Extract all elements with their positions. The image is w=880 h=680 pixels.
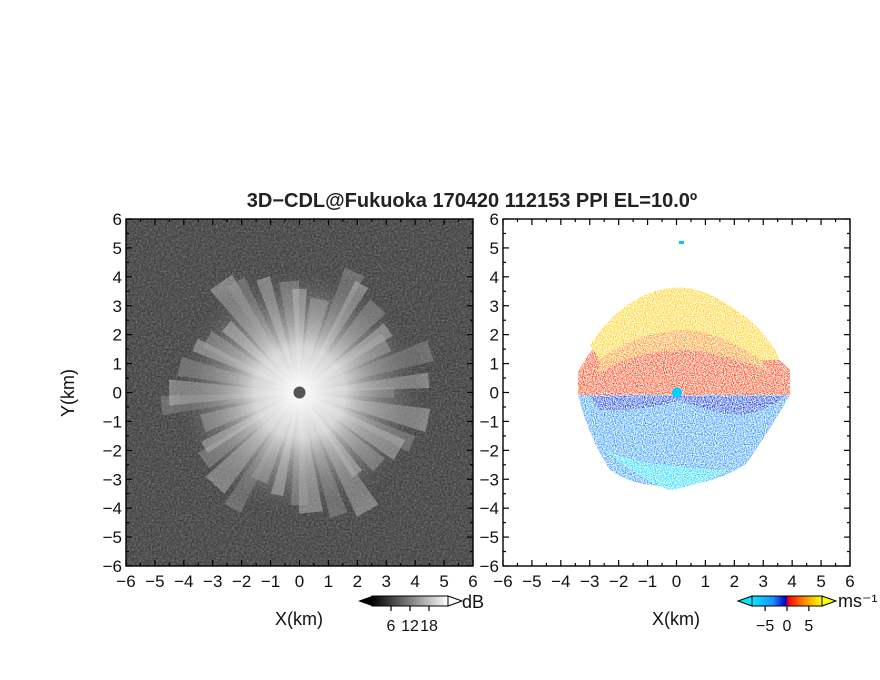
- right-ytick-label: −1: [480, 412, 499, 431]
- right-positive-mid: [598, 330, 770, 374]
- right-xlabel: X(km): [652, 609, 700, 629]
- left-colorbar-ticks: 6 12 18: [387, 606, 438, 635]
- right-ytick-label: 6: [490, 210, 499, 229]
- left-colorbar-bar: [371, 595, 449, 607]
- left-ytick-label: −2: [103, 441, 122, 460]
- left-colorbar-tick-label: 12: [401, 618, 419, 635]
- right-negative-inner: [590, 396, 785, 415]
- left-xtick-label: −1: [261, 572, 280, 591]
- right-xtick-label: −5: [522, 572, 541, 591]
- left-ytick-label: −1: [103, 412, 122, 431]
- right-ytick-label: −6: [480, 557, 499, 576]
- left-ytick-label: −4: [103, 499, 122, 518]
- left-xtick-label: 6: [468, 572, 477, 591]
- left-xlabel: X(km): [275, 609, 323, 629]
- right-ytick-label: −2: [480, 441, 499, 460]
- right-xtick-label: 2: [730, 572, 739, 591]
- right-xtick-label: 3: [759, 572, 768, 591]
- right-xtick-label: −1: [638, 572, 657, 591]
- right-negative-outer: [605, 450, 730, 490]
- figure-title: 3D−CDL@Fukuoka 170420 112153 PPI EL=10.0…: [247, 190, 697, 212]
- left-ytick-label: 1: [113, 355, 122, 374]
- right-ytick-label: 3: [490, 297, 499, 316]
- right-xtick-label: −6: [493, 572, 512, 591]
- right-colorbar-bar: [751, 595, 823, 607]
- right-ytick-label: 1: [490, 355, 499, 374]
- right-xtick-label: 5: [816, 572, 825, 591]
- left-colorbar-tick-label: 6: [387, 618, 396, 635]
- left-ytick-label: −5: [103, 528, 122, 547]
- right-colorbar-tick-label: −5: [756, 618, 774, 635]
- right-ytick-label: 5: [490, 239, 499, 258]
- right-xtick-label: −4: [551, 572, 570, 591]
- right-colorbar: −5 0 5 ms⁻¹: [736, 591, 878, 635]
- right-ytick-label: 0: [490, 384, 499, 403]
- left-colorbar-arrow-low: [358, 596, 372, 606]
- left-xtick-label: −5: [145, 572, 164, 591]
- right-xtick-label: 1: [701, 572, 710, 591]
- left-xtick-label: −4: [174, 572, 193, 591]
- right-heatmap: [578, 241, 790, 490]
- left-colorbar-unit: dB: [462, 592, 484, 612]
- right-ytick-label: 4: [490, 268, 499, 287]
- right-ytick-label: −3: [480, 470, 499, 489]
- right-colorbar-arrow-low: [736, 595, 753, 607]
- left-xtick-label: 5: [439, 572, 448, 591]
- left-xtick-label: 4: [410, 572, 419, 591]
- right-colorbar-unit: ms⁻¹: [838, 591, 878, 611]
- right-ytick-label: −4: [480, 499, 499, 518]
- left-ytick-label: 6: [113, 210, 122, 229]
- right-colorbar-tick-label: 0: [783, 618, 792, 635]
- left-xtick-label: 3: [382, 572, 391, 591]
- left-center-dot: [293, 386, 306, 399]
- left-xtick-label: −2: [232, 572, 251, 591]
- left-heatmap: [126, 219, 473, 566]
- right-xtick-label: −3: [580, 572, 599, 591]
- right-center-dot: [672, 387, 682, 398]
- right-colorbar-ticks: −5 0 5: [756, 606, 813, 635]
- left-ytick-label: 2: [113, 326, 122, 345]
- right-colorbar-tick-label: 5: [804, 618, 813, 635]
- right-xtick-label: 4: [787, 572, 796, 591]
- left-xtick-label: 2: [353, 572, 362, 591]
- left-ylabel: Y(km): [58, 369, 78, 417]
- left-xtick-label: −3: [203, 572, 222, 591]
- right-xtick-label: 0: [672, 572, 681, 591]
- left-ytick-label: 5: [113, 239, 122, 258]
- left-xtick-label: −6: [116, 572, 135, 591]
- left-xtick-label: 0: [295, 572, 304, 591]
- right-ytick-label: −5: [480, 528, 499, 547]
- right-ytick-label: 2: [490, 326, 499, 345]
- left-ytick-label: −3: [103, 470, 122, 489]
- right-positive-outer: [590, 287, 780, 360]
- left-ytick-label: 3: [113, 297, 122, 316]
- left-colorbar: 6 12 18 dB: [358, 592, 484, 635]
- right-xtick-label: −2: [609, 572, 628, 591]
- left-ytick-label: −6: [103, 557, 122, 576]
- left-ytick-label: 4: [113, 268, 122, 287]
- left-colorbar-arrow-high: [447, 595, 464, 607]
- left-colorbar-tick-label: 18: [420, 618, 438, 635]
- right-xtick-label: 6: [845, 572, 854, 591]
- left-ytick-label: 0: [113, 384, 122, 403]
- right-colorbar-arrow-high: [821, 595, 838, 607]
- left-xtick-label: 1: [324, 572, 333, 591]
- right-echo-speck: [679, 241, 684, 244]
